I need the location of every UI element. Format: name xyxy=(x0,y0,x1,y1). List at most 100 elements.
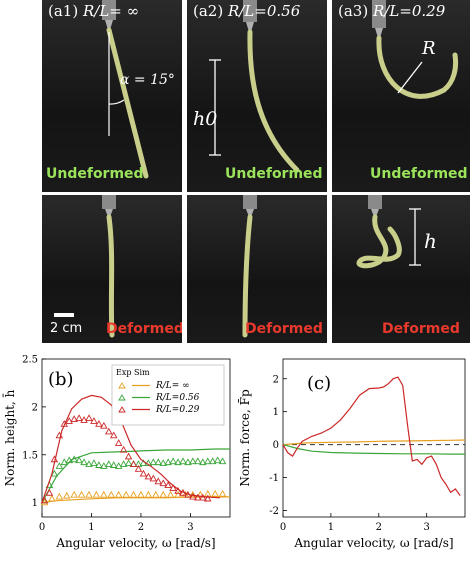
x-tick-label: 3 xyxy=(423,522,429,533)
data-point xyxy=(50,455,59,463)
rod-clamp xyxy=(246,22,254,32)
rod-holder xyxy=(243,195,257,209)
data-point xyxy=(70,490,78,498)
h0-annotation: h0 xyxy=(193,108,218,130)
data-point xyxy=(218,489,227,497)
plot-frame xyxy=(282,358,466,518)
data-point xyxy=(137,490,145,498)
data-point xyxy=(85,490,93,498)
data-point xyxy=(174,458,182,466)
legend-header-exp: Exp xyxy=(116,368,131,377)
data-point xyxy=(40,498,49,506)
y-tick-label: 1 xyxy=(273,407,279,418)
data-point xyxy=(124,459,133,467)
data-point xyxy=(154,458,163,466)
y-tick-label: 2.5 xyxy=(22,355,38,366)
photo-a3-deformed: h Deformed xyxy=(332,195,470,343)
height-chart: 0 1 2 3 1 1.5 2 2.5 Angular velocity, ω [rad/s] N… xyxy=(1,355,231,550)
data-point xyxy=(194,493,202,501)
data-point xyxy=(100,421,108,429)
photo-a2-deformed: Deformed xyxy=(187,195,327,343)
data-point xyxy=(189,457,197,465)
y-tick-label: 0 xyxy=(273,440,279,451)
h-annotation: h xyxy=(424,229,437,253)
alpha-annotation: α = 15° xyxy=(120,72,175,88)
undeformed-label: Undeformed xyxy=(370,166,468,182)
rod-clamp xyxy=(246,209,254,217)
data-point xyxy=(179,457,187,465)
data-point xyxy=(109,431,118,439)
y-tick-label: 2 xyxy=(273,374,279,385)
data-point xyxy=(65,456,73,464)
data-point xyxy=(50,469,59,477)
deformed-label: Deformed xyxy=(245,321,323,337)
data-point xyxy=(77,490,86,498)
data-point xyxy=(114,462,123,469)
panel-title-a3: (a3) R/L=0.29 xyxy=(338,2,446,20)
y-tick-label: -2 xyxy=(269,506,279,517)
data-point xyxy=(199,458,207,466)
data-point xyxy=(70,415,78,422)
data-point xyxy=(75,414,83,422)
y-tick-label: 1.5 xyxy=(22,450,38,461)
data-point xyxy=(124,452,133,460)
scale-bar xyxy=(54,313,74,317)
x-tick-label: 0 xyxy=(39,522,45,533)
data-point xyxy=(107,490,116,498)
deformed-label: Deformed xyxy=(382,321,460,337)
x-axis-label: Angular velocity, ω [rad/s] xyxy=(55,536,215,550)
data-point xyxy=(105,460,113,467)
y-axis-label: Norm. force, F̄p xyxy=(237,389,252,487)
data-point xyxy=(213,456,222,464)
data-point xyxy=(114,439,123,446)
data-point xyxy=(189,490,197,498)
data-point xyxy=(211,489,219,497)
deformed-label: Deformed xyxy=(106,321,182,337)
x-tick-label: 2 xyxy=(138,522,144,533)
series-line xyxy=(41,448,230,503)
rod-holder xyxy=(102,195,116,209)
data-point xyxy=(169,484,177,491)
rod-clamp xyxy=(375,28,383,38)
data-point xyxy=(105,427,113,435)
y-tick-label: 2 xyxy=(32,402,38,413)
photo-a2-undeformed: (a2) R/L=0.56 h0 Undeformed xyxy=(187,0,327,192)
rod xyxy=(106,27,149,179)
data-point xyxy=(40,496,49,504)
rod-clamp xyxy=(105,20,113,30)
undeformed-label: Undeformed xyxy=(225,166,323,182)
rod-clamp xyxy=(371,209,379,217)
data-point xyxy=(174,490,182,498)
legend-box xyxy=(111,364,225,426)
rod xyxy=(242,214,253,338)
data-point xyxy=(85,414,93,422)
rod-holder xyxy=(368,195,382,209)
y-axis-label: Norm. height, h̄ xyxy=(1,389,17,486)
data-point xyxy=(203,494,212,502)
data-point xyxy=(119,445,128,453)
data-point xyxy=(65,417,73,424)
data-point xyxy=(196,490,205,498)
data-point xyxy=(90,417,98,424)
legend-header-sim: Sim xyxy=(134,368,150,377)
rod xyxy=(376,35,459,99)
y-tick-label: 1 xyxy=(32,498,38,509)
data-point xyxy=(159,479,167,487)
x-tick-label: 2 xyxy=(376,522,382,533)
panel-label: (c) xyxy=(307,373,331,394)
data-point xyxy=(203,457,212,465)
data-point xyxy=(92,490,101,498)
photo-a1-undeformed: (a1) R/L= ∞ α = 15° Undeformed xyxy=(42,0,182,192)
legend-marker xyxy=(118,406,126,413)
panel-title-a2: (a2) R/L=0.56 xyxy=(193,2,301,20)
data-point xyxy=(149,458,158,466)
legend-marker xyxy=(118,394,126,401)
data-point xyxy=(55,431,64,439)
data-point xyxy=(208,457,217,465)
data-point xyxy=(144,472,153,480)
data-point xyxy=(48,494,56,502)
data-point xyxy=(184,458,192,466)
legend-entry: R/L=0.29 xyxy=(155,405,200,415)
rod xyxy=(106,214,115,338)
legend-entry: R/L=0.56 xyxy=(155,393,200,403)
